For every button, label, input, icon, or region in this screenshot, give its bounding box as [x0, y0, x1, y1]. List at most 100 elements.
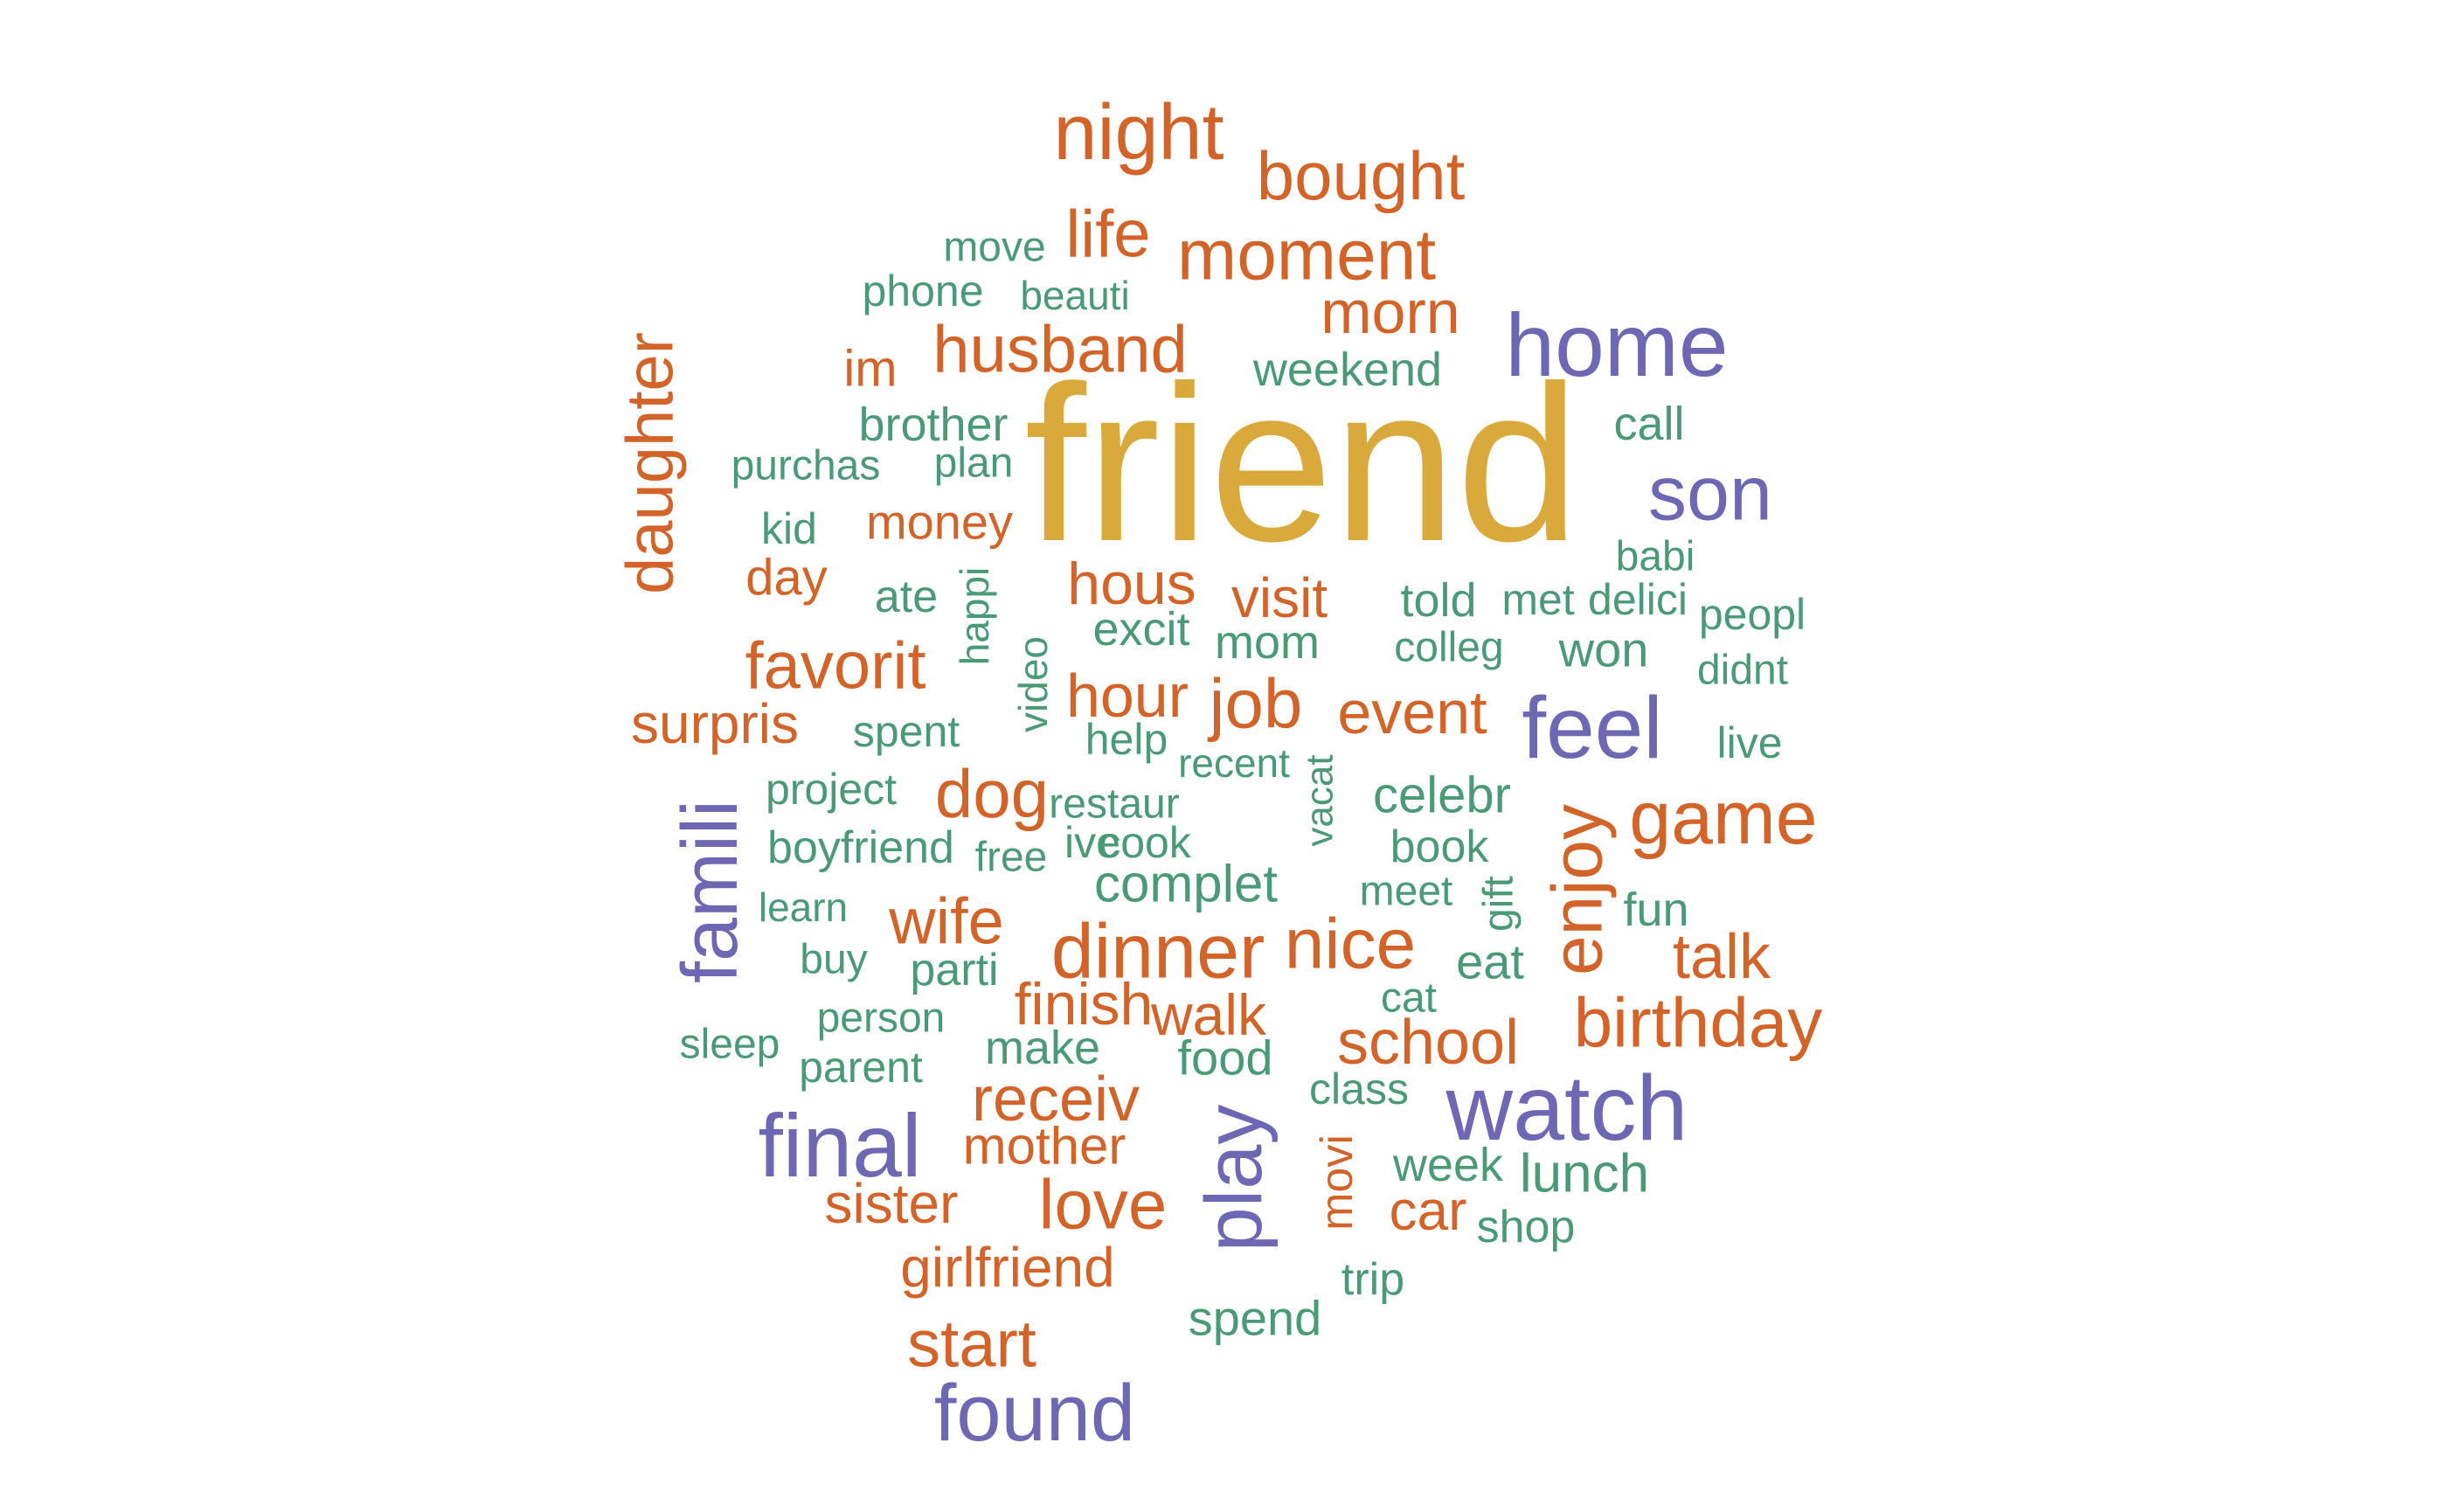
word-dog: dog [935, 755, 1049, 832]
word-plan: plan [934, 440, 1014, 487]
word-ive: ive [1064, 818, 1120, 867]
word-love: love [1039, 1166, 1168, 1244]
word-move: move [943, 225, 1045, 271]
word-son: son [1648, 450, 1772, 537]
word-mom: mom [1215, 616, 1320, 669]
word-beauti: beauti [1020, 273, 1129, 318]
word-night: night [1053, 89, 1224, 177]
word-free: free [975, 835, 1048, 881]
word-parent: parent [799, 1043, 923, 1092]
word-vacat: vacat [1299, 754, 1341, 846]
word-help: help [1085, 715, 1168, 764]
word-boyfriend: boyfriend [767, 822, 954, 873]
word-moment: moment [1177, 216, 1436, 295]
word-famili: famili [667, 800, 754, 983]
word-won: won [1558, 622, 1649, 677]
word-talk: talk [1673, 922, 1771, 992]
word-birthday: birthday [1574, 984, 1823, 1062]
word-shop: shop [1477, 1202, 1576, 1252]
word-found: found [934, 1369, 1135, 1458]
word-weekend: weekend [1252, 343, 1442, 396]
word-week: week [1392, 1139, 1504, 1191]
word-kid: kid [761, 504, 817, 553]
word-didnt: didnt [1697, 648, 1788, 694]
word-friend: friend [1024, 339, 1579, 587]
word-meet: meet [1360, 869, 1453, 915]
word-game: game [1629, 776, 1817, 860]
word-watch: watch [1445, 1057, 1688, 1160]
word-start: start [907, 1307, 1036, 1382]
word-visit: visit [1231, 566, 1327, 629]
word-mother: mother [963, 1117, 1126, 1176]
word-trip: trip [1341, 1254, 1404, 1305]
word-bought: bought [1257, 137, 1466, 214]
word-learn: learn [759, 884, 848, 930]
word-spend: spend [1189, 1291, 1322, 1346]
word-im: im [843, 341, 897, 398]
word-cat: cat [1381, 975, 1437, 1022]
word-girlfriend: girlfriend [900, 1236, 1114, 1299]
word-spent: spent [853, 707, 960, 756]
word-surpris: surpris [631, 692, 799, 755]
word-lunch: lunch [1520, 1144, 1649, 1204]
word-final: final [758, 1096, 921, 1196]
word-peopl: peopl [1699, 590, 1806, 639]
word-purchas: purchas [731, 443, 881, 489]
word-nice: nice [1285, 905, 1416, 984]
word-brother: brother [858, 399, 1008, 451]
word-recent: recent [1178, 740, 1290, 786]
word-car: car [1390, 1179, 1467, 1242]
word-home: home [1505, 295, 1728, 395]
word-life: life [1065, 198, 1150, 272]
word-husband: husband [932, 313, 1188, 387]
word-phone: phone [862, 267, 983, 316]
word-morn: morn [1321, 278, 1459, 346]
word-buy: buy [800, 937, 867, 983]
word-live: live [1716, 718, 1782, 767]
word-dinner: dinner [1051, 908, 1265, 995]
word-person: person [817, 995, 946, 1042]
word-sleep: sleep [680, 1022, 780, 1068]
word-excit: excit [1092, 603, 1189, 655]
word-video: video [1010, 636, 1056, 732]
word-parti: parti [910, 945, 998, 995]
word-enjoy: enjoy [1538, 804, 1618, 975]
word-complet: complet [1094, 855, 1278, 913]
word-call: call [1613, 398, 1684, 450]
word-delici: delici [1588, 575, 1688, 624]
word-babi: babi [1616, 534, 1695, 580]
word-eat: eat [1456, 934, 1524, 989]
word-favorit: favorit [745, 629, 926, 704]
word-receiv: receiv [972, 1065, 1140, 1134]
word-sister: sister [825, 1172, 959, 1235]
word-make: make [985, 1022, 1100, 1074]
word-restaur: restaur [1049, 781, 1179, 828]
word-ate: ate [875, 572, 938, 622]
word-play: play [1189, 1105, 1279, 1252]
word-hour: hour [1066, 662, 1189, 730]
word-told: told [1400, 574, 1476, 627]
word-met: met [1501, 575, 1574, 624]
word-project: project [766, 765, 897, 814]
word-event: event [1337, 678, 1487, 746]
word-walk: walk [1150, 982, 1267, 1047]
word-food: food [1178, 1030, 1273, 1085]
word-wife: wife [888, 885, 1004, 958]
word-gift: gift [1476, 876, 1522, 932]
word-hous: hous [1067, 551, 1196, 617]
word-feel: feel [1522, 679, 1662, 777]
word-colleg: colleg [1394, 625, 1503, 671]
word-money: money [866, 495, 1013, 550]
word-movi: movi [1312, 1134, 1362, 1231]
word-school: school [1337, 1008, 1519, 1078]
word-day: day [745, 550, 828, 607]
word-class: class [1309, 1065, 1409, 1113]
word-happi: happi [952, 567, 997, 666]
word-fun: fun [1623, 884, 1688, 936]
word-book: book [1390, 822, 1490, 872]
word-celebr: celebr [1373, 767, 1511, 824]
word-job: job [1208, 665, 1303, 743]
word-daughter: daughter [613, 332, 688, 594]
word-finish: finish [1015, 971, 1154, 1037]
